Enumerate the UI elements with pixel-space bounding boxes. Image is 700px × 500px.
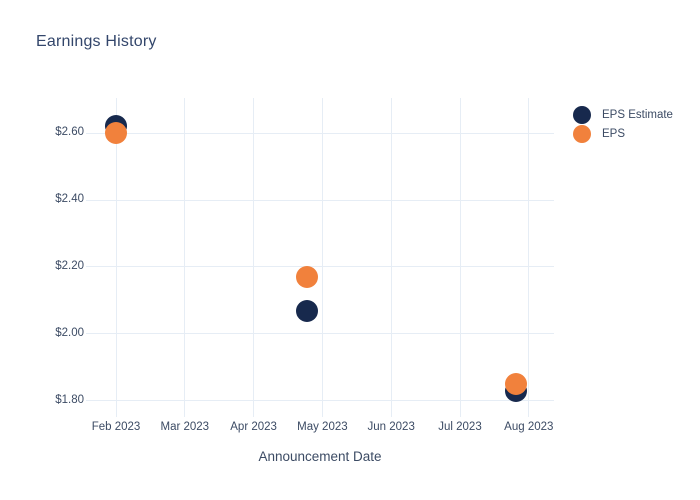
gridline-horizontal	[86, 266, 554, 268]
gridline-vertical	[459, 98, 461, 417]
y-tick-label: $2.00	[55, 326, 84, 339]
gridline-horizontal	[86, 199, 554, 201]
point-eps-estimate-1[interactable]	[296, 299, 319, 322]
gridline-vertical	[390, 98, 392, 417]
legend-item-eps[interactable]: EPS	[573, 124, 673, 143]
gridline-vertical	[253, 98, 255, 417]
point-eps-2[interactable]	[505, 373, 528, 396]
x-tick-label: Feb 2023	[91, 421, 141, 433]
x-tick-label: Aug 2023	[504, 421, 554, 433]
legend-dot-eps	[573, 124, 591, 143]
legend-item-eps-estimate[interactable]: EPS Estimate	[573, 105, 673, 124]
gridline-horizontal	[86, 333, 554, 335]
y-tick-label: $2.60	[55, 126, 84, 138]
x-tick-label: Jun 2023	[367, 421, 415, 433]
y-tick-label: $2.20	[55, 259, 84, 272]
legend-dot-eps-estimate	[573, 105, 591, 124]
legend-label: EPS Estimate	[602, 108, 673, 121]
x-tick-label: Apr 2023	[230, 421, 277, 433]
legend: EPS Estimate EPS	[573, 105, 673, 143]
legend-label: EPS	[602, 127, 626, 140]
gridline-vertical	[184, 98, 186, 417]
y-tick-label: $2.40	[55, 193, 84, 205]
x-tick-label: Mar 2023	[160, 421, 210, 433]
x-tick-label: Jul 2023	[438, 421, 482, 433]
gridline-vertical	[528, 98, 530, 417]
gridline-horizontal	[86, 132, 554, 134]
x-axis-title: Announcement Date	[258, 449, 382, 464]
gridline-vertical	[115, 98, 117, 417]
gridline-horizontal	[86, 400, 554, 402]
chart-title: Earnings History	[36, 33, 157, 50]
x-tick-label: May 2023	[297, 421, 348, 433]
plot-area	[86, 98, 554, 417]
point-eps-0[interactable]	[105, 122, 127, 144]
gridline-vertical	[321, 98, 323, 417]
y-tick-label: $1.80	[55, 393, 84, 406]
point-eps-1[interactable]	[296, 266, 319, 289]
